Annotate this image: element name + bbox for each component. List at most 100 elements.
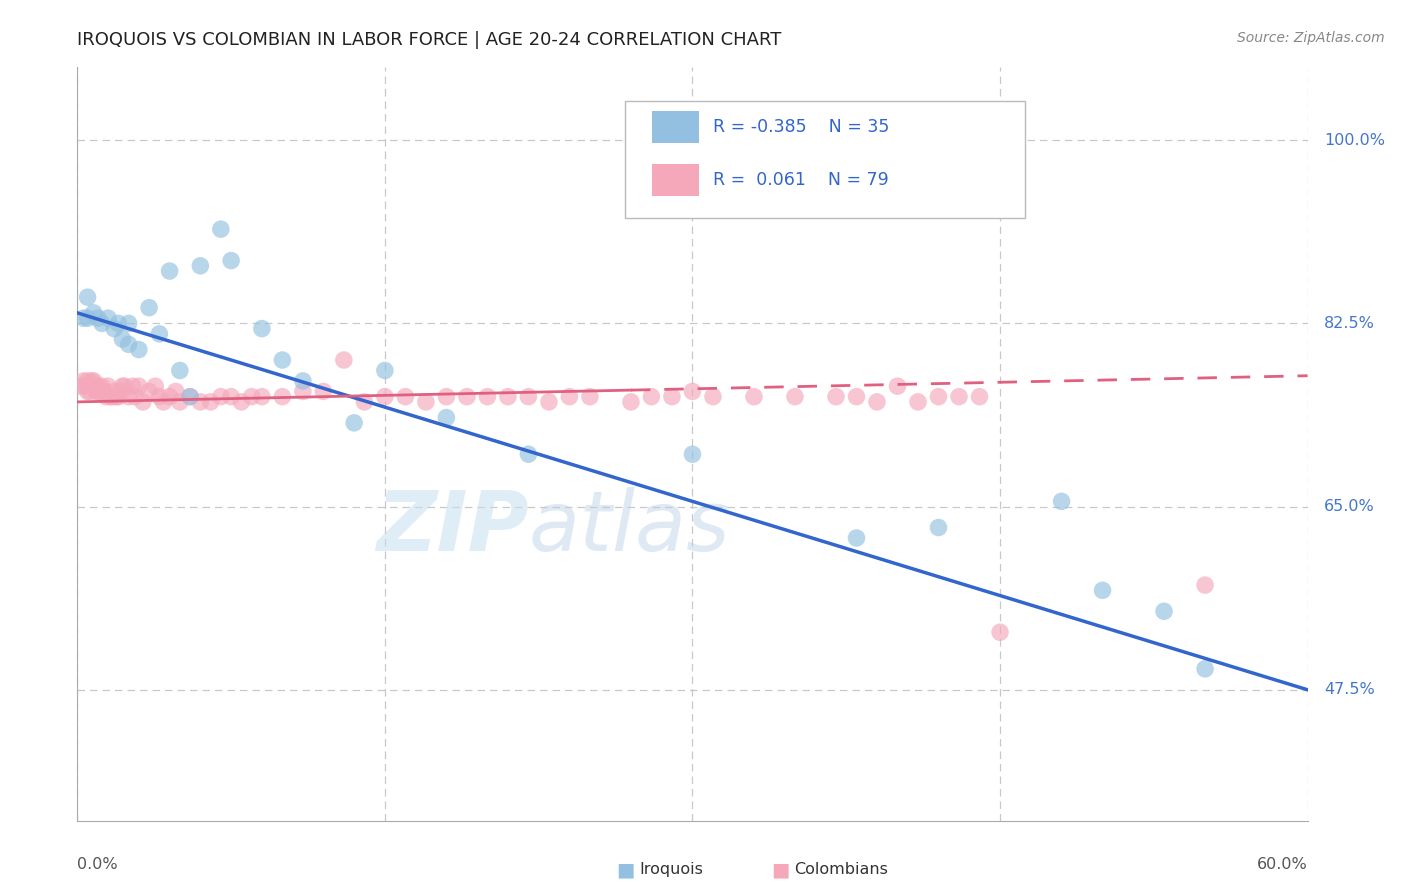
Point (886, 379, 908, 393)
Point (496, 390, 519, 404)
Point (240, 390, 263, 404)
Point (219, 253, 242, 268)
Point (111, 379, 134, 393)
Text: ZIP: ZIP (375, 487, 529, 568)
Point (148, 390, 170, 404)
Point (159, 390, 181, 404)
Point (124, 390, 146, 404)
Point (97, 379, 120, 393)
Point (188, 395, 212, 409)
Point (75, 379, 97, 393)
Point (517, 447, 540, 461)
Point (103, 321, 125, 335)
Text: Colombians: Colombians (794, 863, 889, 877)
Point (343, 416, 366, 430)
Point (128, 343, 150, 357)
Point (117, 390, 139, 404)
Point (394, 390, 416, 404)
Point (415, 395, 437, 409)
Point (87, 379, 110, 393)
Point (1194, 578, 1216, 592)
Point (72, 374, 94, 388)
Point (90, 379, 114, 393)
Point (271, 390, 294, 404)
Point (291, 384, 314, 399)
Point (87, 311, 110, 326)
Point (90, 317, 114, 331)
Point (271, 353, 294, 368)
Text: 82.5%: 82.5% (1324, 316, 1375, 331)
Point (97, 311, 120, 326)
Point (209, 222, 232, 236)
Point (988, 625, 1011, 640)
Point (80, 374, 103, 388)
Point (928, 520, 950, 534)
Point (231, 395, 253, 409)
Point (148, 326, 170, 341)
Point (83, 306, 105, 320)
Point (169, 363, 191, 377)
Point (620, 395, 643, 409)
Text: Iroquois: Iroquois (640, 863, 703, 877)
Text: Source: ZipAtlas.com: Source: ZipAtlas.com (1237, 31, 1385, 45)
Text: 60.0%: 60.0% (1257, 857, 1308, 872)
Point (219, 390, 242, 404)
Point (87, 384, 110, 399)
Point (333, 353, 356, 368)
Point (250, 390, 273, 404)
Point (84, 384, 107, 399)
Point (70, 379, 93, 393)
Point (353, 395, 375, 409)
Point (907, 395, 929, 409)
Point (312, 384, 335, 399)
Point (179, 390, 201, 404)
Point (374, 390, 396, 404)
Point (845, 531, 868, 545)
Point (103, 384, 125, 399)
Point (128, 379, 150, 393)
Point (1050, 494, 1073, 508)
Point (969, 390, 991, 404)
Point (72, 311, 94, 326)
Text: atlas: atlas (529, 487, 730, 568)
Point (640, 390, 662, 404)
Point (1091, 583, 1114, 598)
Point (250, 321, 273, 335)
FancyBboxPatch shape (624, 101, 1025, 218)
Text: ■: ■ (770, 860, 790, 880)
Point (138, 301, 160, 315)
Point (80, 379, 103, 393)
Point (107, 390, 129, 404)
Bar (652, 164, 699, 195)
Text: R = -0.385    N = 35: R = -0.385 N = 35 (713, 119, 890, 136)
Point (477, 390, 499, 404)
Point (117, 317, 139, 331)
Point (107, 317, 129, 331)
Text: R =  0.061    N = 79: R = 0.061 N = 79 (713, 171, 889, 189)
Point (661, 390, 683, 404)
Point (948, 390, 970, 404)
Text: 47.5%: 47.5% (1324, 682, 1375, 698)
Point (291, 374, 314, 388)
Point (143, 379, 166, 393)
Point (159, 264, 181, 278)
Point (436, 390, 458, 404)
Point (682, 384, 704, 399)
Point (93, 384, 115, 399)
Point (83, 379, 105, 393)
Point (152, 395, 174, 409)
Text: 65.0%: 65.0% (1324, 500, 1375, 514)
Point (105, 390, 128, 404)
Point (132, 395, 155, 409)
Point (98, 390, 121, 404)
Point (114, 379, 136, 393)
Point (79, 384, 101, 399)
Point (209, 390, 232, 404)
Point (179, 390, 201, 404)
Point (121, 379, 143, 393)
Point (579, 390, 602, 404)
Point (165, 384, 187, 399)
Point (200, 395, 222, 409)
Point (89, 384, 111, 399)
Point (101, 390, 124, 404)
